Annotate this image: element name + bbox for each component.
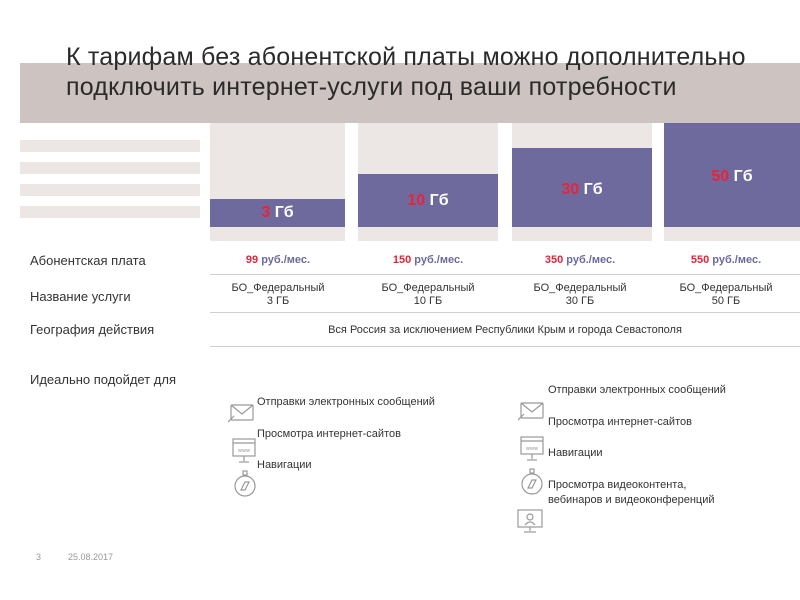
service-line: БО_Федеральный [679,282,773,294]
service-line: 10 ГБ [413,295,443,307]
page-title: К тарифам без абонентской платы можно до… [66,43,746,101]
feature-item: вебинаров и видеоконференций [548,494,715,506]
service-line: 50 ГБ [711,295,741,307]
svg-text:www: www [526,446,538,452]
service-line: БО_Федеральный [231,282,325,294]
price-unit: руб./мес. [258,254,311,266]
svg-text:www: www [238,448,250,454]
feature-item: Отправки электронных сообщений [548,384,726,396]
table-divider [210,346,800,347]
tier-number: 30 [561,181,580,198]
service-name: БО_Федеральный 3 ГБ [203,282,353,308]
service-line: 30 ГБ [565,295,595,307]
row-label-service: Название услуги [30,289,131,304]
tier-unit: Гб [579,181,603,198]
row-label-ideal: Идеально подойдет для [30,372,176,387]
browser-icon: www [232,438,256,463]
browser-icon: www [520,436,544,461]
feature-item: Навигации [548,447,603,459]
bg-stripe [20,206,200,218]
tier-unit: Гб [425,192,449,209]
video-monitor-icon [517,509,543,533]
feature-item: Навигации [257,459,312,471]
bg-stripe [20,140,200,152]
bg-stripe [20,184,200,196]
feature-item: Просмотра интернет-сайтов [257,428,401,440]
price-cell: 350 руб./мес. [505,254,655,266]
price-number: 150 [392,254,412,266]
tier-number: 50 [711,168,730,185]
row-label-geo: География действия [30,322,155,337]
service-line: 3 ГБ [266,295,290,307]
price-unit: руб./мес. [411,254,464,266]
service-name: БО_Федеральный 10 ГБ [353,282,503,308]
table-divider [210,312,800,313]
compass-icon [234,470,256,497]
tier-number: 10 [407,192,426,209]
bg-stripe [20,162,200,174]
service-line: БО_Федеральный [533,282,627,294]
geography-text: Вся Россия за исключением Республики Кры… [328,324,682,336]
price-number: 550 [690,254,710,266]
page-number: 3 [36,552,42,562]
price-cell: 550 руб./мес. [651,254,800,266]
price-number: 350 [544,254,564,266]
tier-number: 3 [261,204,271,221]
tier-10gb: 10 Гб [358,174,498,227]
envelope-icon [228,404,254,423]
table-divider [210,274,800,275]
service-name: БО_Федеральный 30 ГБ [505,282,655,308]
price-cell: 150 руб./мес. [353,254,503,266]
tier-3gb: 3 Гб [210,199,345,227]
tier-30gb: 30 Гб [512,148,652,227]
compass-icon [521,468,543,495]
feature-item: Отправки электронных сообщений [257,396,435,408]
row-label-fee: Абонентская плата [30,253,146,268]
service-line: БО_Федеральный [381,282,475,294]
service-name: БО_Федеральный 50 ГБ [651,282,800,308]
price-unit: руб./мес. [709,254,762,266]
price-number: 99 [245,254,259,266]
tier-50gb: 50 Гб [664,123,800,227]
tier-unit: Гб [729,168,753,185]
envelope-icon [518,402,544,421]
tier-unit: Гб [270,204,294,221]
slide-date: 25.08.2017 [68,552,114,562]
feature-item: Просмотра видеоконтента, [548,479,687,491]
price-unit: руб./мес. [563,254,616,266]
feature-item: Просмотра интернет-сайтов [548,416,692,428]
price-cell: 99 руб./мес. [203,254,353,266]
header-band [20,63,800,123]
